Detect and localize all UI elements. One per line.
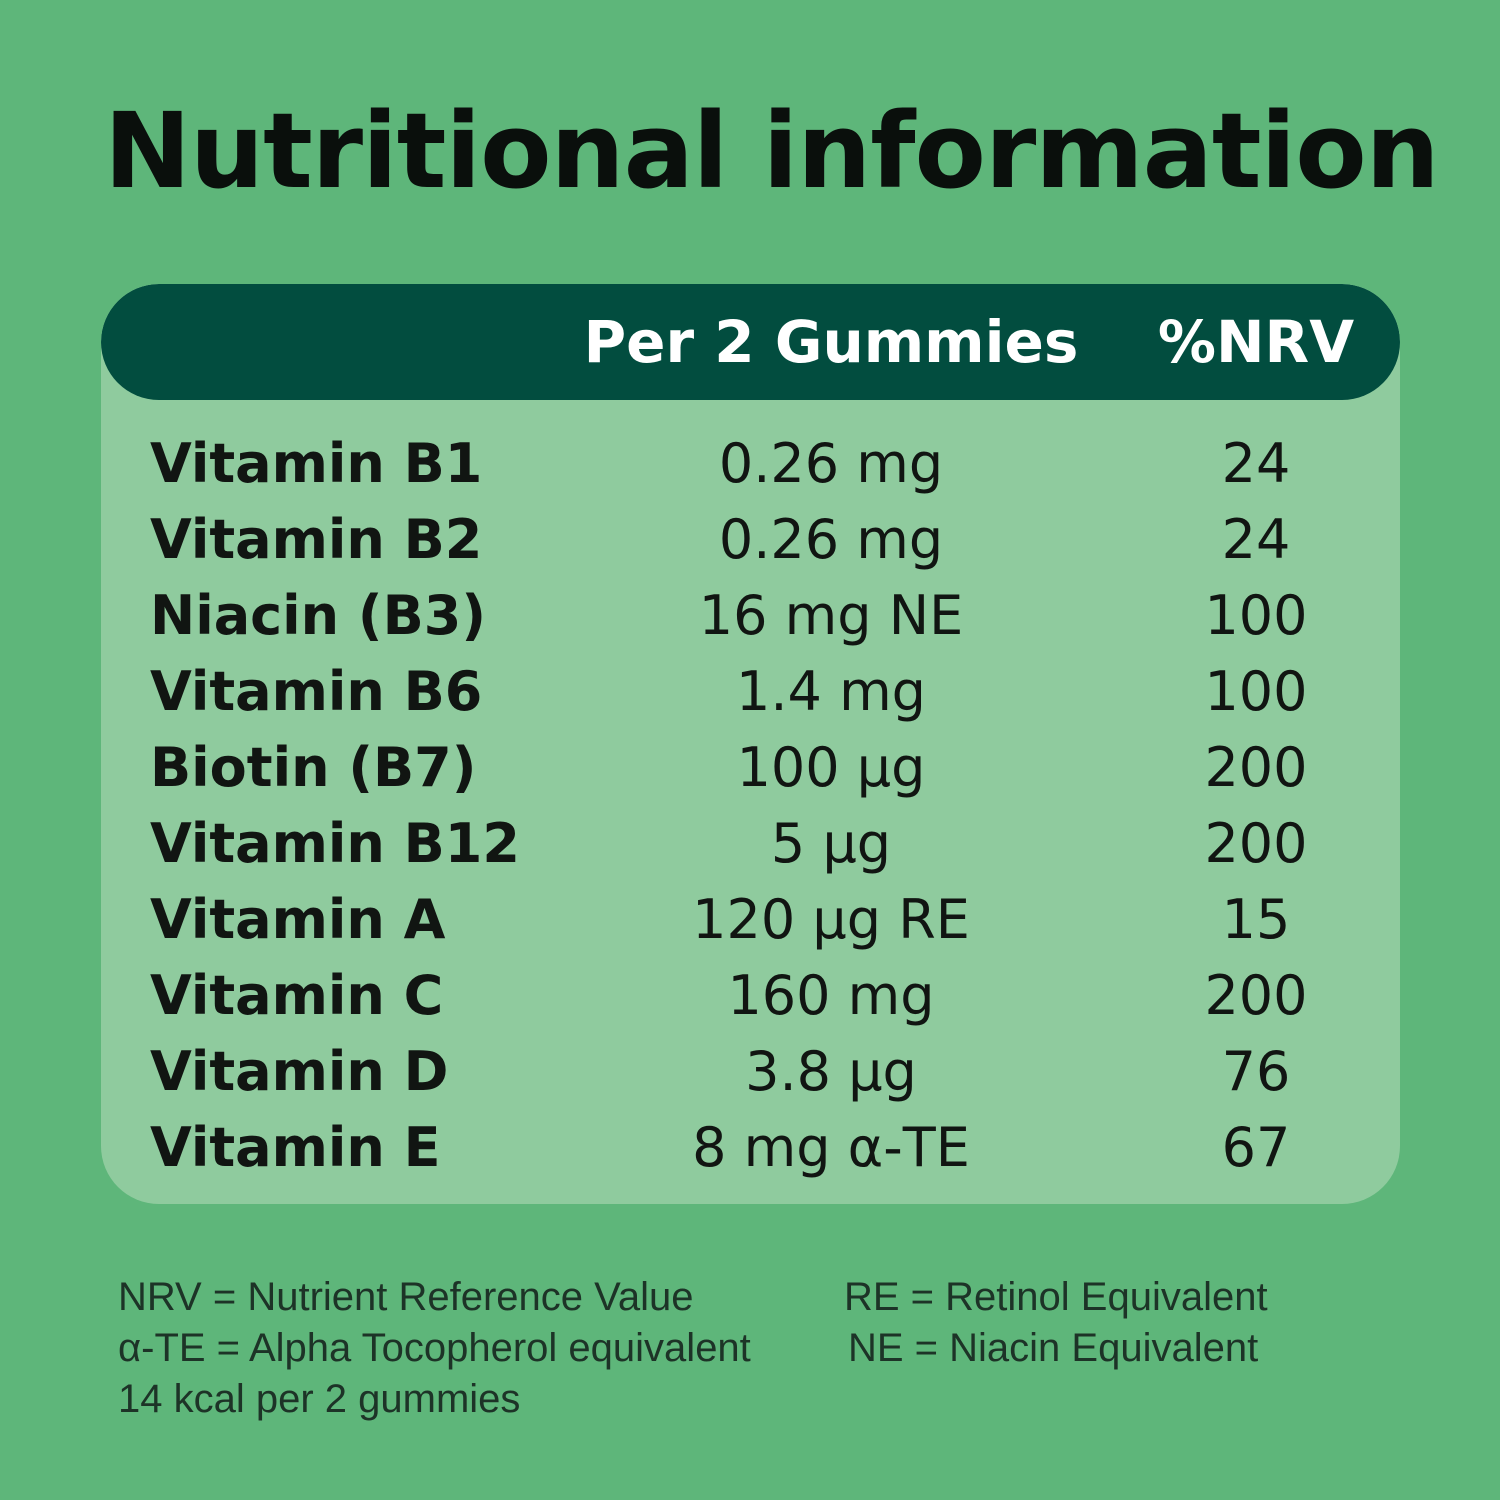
nutrient-nrv: 15 — [1221, 888, 1291, 951]
table-row: Niacin (B3) 16 mg NE 100 — [101, 578, 1400, 654]
page-title: Nutritional information — [104, 90, 1440, 212]
nutrient-amount: 1.4 mg — [736, 660, 926, 723]
nutrient-name: Vitamin B2 — [150, 508, 483, 571]
nutrient-name: Vitamin B1 — [150, 432, 483, 495]
nutrient-nrv: 200 — [1204, 736, 1308, 799]
nutrient-amount: 160 mg — [727, 964, 935, 1027]
nutrient-amount: 8 mg α-TE — [692, 1116, 970, 1179]
table-row: Vitamin B12 5 µg 200 — [101, 806, 1400, 882]
nutrient-name: Vitamin C — [150, 964, 444, 1027]
table-row: Biotin (B7) 100 µg 200 — [101, 730, 1400, 806]
nutrient-amount: 0.26 mg — [718, 432, 944, 495]
nutrient-nrv: 24 — [1221, 508, 1291, 571]
table-row: Vitamin B2 0.26 mg 24 — [101, 502, 1400, 578]
nutrient-nrv: 24 — [1221, 432, 1291, 495]
nutrient-nrv: 200 — [1204, 964, 1308, 1027]
table-row: Vitamin B6 1.4 mg 100 — [101, 654, 1400, 730]
nutrient-nrv: 100 — [1204, 584, 1308, 647]
nutrient-nrv: 200 — [1204, 812, 1308, 875]
table-row: Vitamin B1 0.26 mg 24 — [101, 426, 1400, 502]
nutrient-amount: 100 µg — [736, 736, 926, 799]
footnote-nrv: NRV = Nutrient Reference Value — [118, 1275, 694, 1319]
nutrient-name: Vitamin B12 — [150, 812, 520, 875]
nutrient-amount: 16 mg NE — [698, 584, 964, 647]
table-header: Per 2 Gummies %NRV — [101, 284, 1400, 400]
table-row: Vitamin A 120 µg RE 15 — [101, 882, 1400, 958]
table-row: Vitamin C 160 mg 200 — [101, 958, 1400, 1034]
table-row: Vitamin E 8 mg α-TE 67 — [101, 1110, 1400, 1186]
nutrition-table: Per 2 Gummies %NRV Vitamin B1 0.26 mg 24… — [101, 284, 1400, 1204]
nutrient-name: Vitamin B6 — [150, 660, 483, 723]
column-header-nrv: %NRV — [1157, 308, 1355, 376]
nutrient-name: Vitamin A — [150, 888, 446, 951]
footnote-alpha-te: α-TE = Alpha Tocopherol equivalent — [118, 1326, 751, 1370]
nutrient-amount: 0.26 mg — [718, 508, 944, 571]
footnote-kcal: 14 kcal per 2 gummies — [118, 1377, 521, 1421]
footnote-ne: NE = Niacin Equivalent — [848, 1326, 1259, 1370]
column-header-amount: Per 2 Gummies — [583, 308, 1079, 376]
table-row: Vitamin D 3.8 µg 76 — [101, 1034, 1400, 1110]
footnote-re: RE = Retinol Equivalent — [844, 1275, 1268, 1319]
nutrient-name: Niacin (B3) — [150, 584, 486, 647]
nutrient-amount: 5 µg — [770, 812, 892, 875]
nutrient-amount: 3.8 µg — [745, 1040, 917, 1103]
nutrient-nrv: 100 — [1204, 660, 1308, 723]
nutrient-name: Vitamin E — [150, 1116, 441, 1179]
table-body: Vitamin B1 0.26 mg 24 Vitamin B2 0.26 mg… — [101, 426, 1400, 1186]
nutrient-nrv: 67 — [1221, 1116, 1291, 1179]
nutrient-name: Biotin (B7) — [150, 736, 477, 799]
nutrient-amount: 120 µg RE — [692, 888, 970, 951]
nutrient-name: Vitamin D — [150, 1040, 449, 1103]
nutrient-nrv: 76 — [1221, 1040, 1291, 1103]
